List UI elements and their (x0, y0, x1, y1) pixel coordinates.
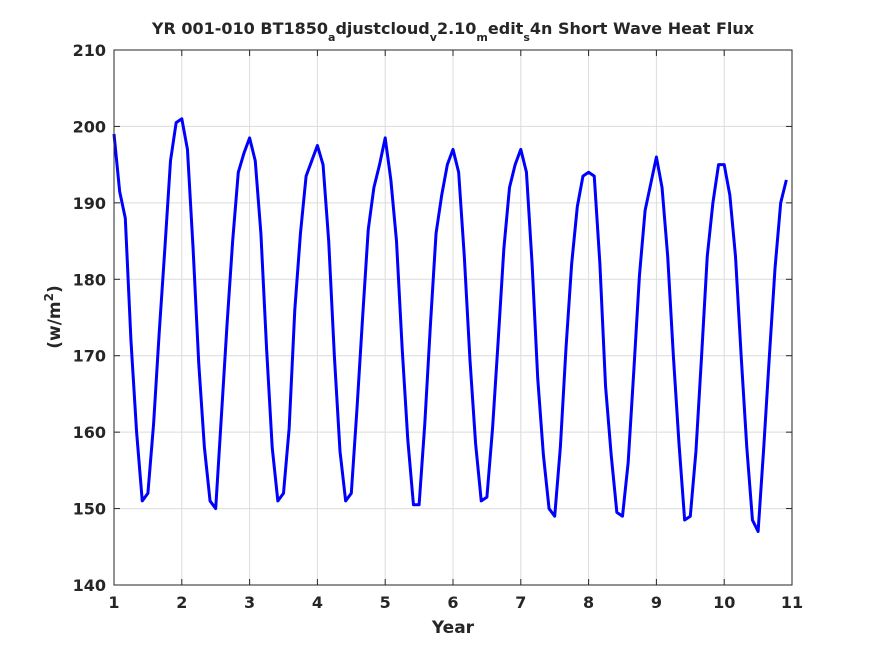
x-tick-label: 6 (447, 593, 458, 612)
x-tick-label: 8 (583, 593, 594, 612)
y-tick-label: 170 (73, 347, 106, 366)
x-tick-label: 5 (380, 593, 391, 612)
plot-frame (113, 49, 793, 586)
x-tick-label: 2 (176, 593, 187, 612)
y-tick-label: 190 (73, 194, 106, 213)
x-tick-label: 3 (244, 593, 255, 612)
y-axis-label: (w/m2) (42, 285, 65, 349)
y-tick-label: 150 (73, 500, 106, 519)
y-tick-label: 160 (73, 423, 106, 442)
x-tick-label: 9 (651, 593, 662, 612)
y-tick-label: 210 (73, 41, 106, 60)
x-tick-label: 11 (781, 593, 803, 612)
x-tick-label: 7 (515, 593, 526, 612)
series-layer (112, 117, 788, 533)
x-tick-labels: 1 2 3 4 5 6 7 8 9 10 11 (108, 593, 803, 612)
y-tick-label: 140 (73, 576, 106, 595)
x-axis-label: Year (431, 618, 475, 638)
chart-title: YR 001-010 BT1850adjustcloudv2.10medits4… (151, 19, 755, 44)
series-line (112, 117, 788, 533)
y-tick-label: 180 (73, 270, 106, 289)
y-tick-labels: 140 150 160 170 180 190 200 210 (73, 41, 106, 595)
x-tick-label: 1 (108, 593, 119, 612)
y-tick-label: 200 (73, 117, 106, 136)
x-tick-label: 10 (713, 593, 735, 612)
x-tick-label: 4 (312, 593, 323, 612)
